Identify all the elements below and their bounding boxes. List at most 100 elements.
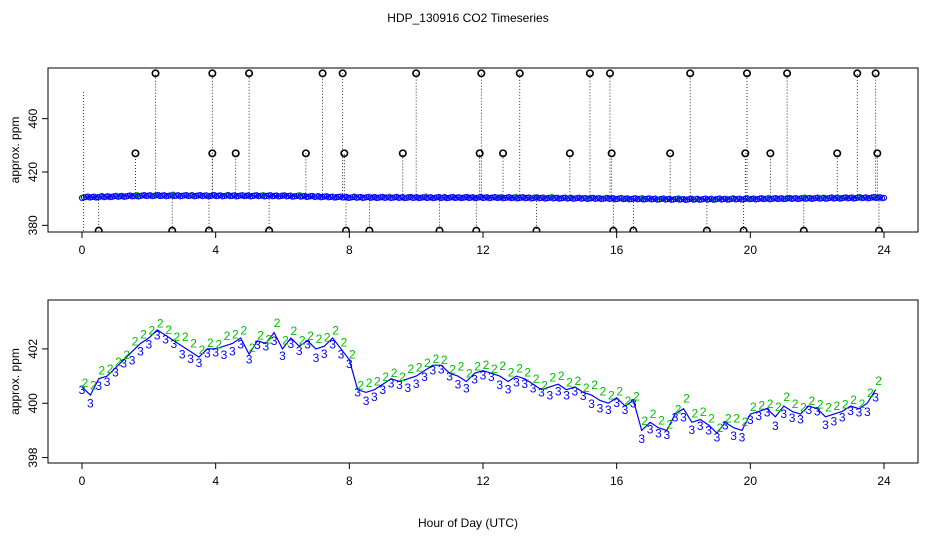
- series-2-marker: 2: [474, 359, 481, 373]
- top-panel: 0 4 8 12 16 20 24 380 420 460 approx. ppm: [8, 67, 919, 257]
- series-3-marker: 3: [379, 383, 386, 397]
- series-3-marker: 3: [546, 388, 553, 402]
- outlier-point: [265, 226, 274, 232]
- series-3-marker: 3: [831, 414, 838, 428]
- series-3-marker: 3: [697, 419, 704, 433]
- series-2-marker: 2: [123, 348, 130, 362]
- y-tick-label: 402: [26, 339, 40, 359]
- series-3-marker: 3: [521, 377, 528, 391]
- series-3-marker: 3: [329, 338, 336, 352]
- outlier-point: [168, 226, 177, 232]
- x-tick-label: 8: [346, 474, 353, 488]
- outlier-point: [629, 226, 638, 232]
- series-2-marker: 2: [541, 379, 548, 393]
- outlier-point: [435, 226, 444, 232]
- series-2-marker: 2: [575, 374, 582, 388]
- x-axis-label: Hour of Day (UTC): [418, 516, 518, 530]
- series-2-marker: 2: [224, 329, 231, 343]
- x-tick-label: 20: [744, 243, 758, 257]
- outlier-point: [609, 226, 618, 232]
- series-3-marker: 3: [187, 352, 194, 366]
- series-2-marker: 2: [182, 330, 189, 344]
- x-tick-label: 16: [610, 474, 624, 488]
- outlier-point: [499, 149, 508, 158]
- series-2-marker: 2: [834, 399, 841, 413]
- outlier-point: [532, 226, 541, 232]
- outlier-point: [515, 69, 524, 78]
- series-2-marker: 2: [98, 364, 105, 378]
- series-2-marker: 2: [683, 392, 690, 406]
- x-tick-label: 16: [610, 243, 624, 257]
- series-2-marker: 2: [524, 365, 531, 379]
- outlier-point: [873, 149, 882, 158]
- outlier-point: [204, 226, 213, 232]
- series-3-marker: 3: [388, 377, 395, 391]
- y-tick-label: 398: [26, 447, 40, 467]
- series-2-marker: 2: [808, 394, 815, 408]
- series-3-marker: 3: [95, 379, 102, 393]
- series-2-marker: 2: [549, 371, 556, 385]
- series-2-marker: 2: [316, 332, 323, 346]
- series-2-marker: 2: [458, 360, 465, 374]
- series-3-marker: 3: [797, 413, 804, 427]
- series-3-marker: 3: [613, 396, 620, 410]
- series-2-marker: 2: [850, 393, 857, 407]
- series-2-marker: 2: [416, 360, 423, 374]
- series-2-marker: 2: [349, 348, 356, 362]
- series-2-marker: 2: [466, 366, 473, 380]
- series-3-marker: 3: [321, 347, 328, 361]
- series-2-marker: 2: [366, 376, 373, 390]
- outlier-point: [208, 149, 217, 158]
- series-2-marker: 2: [282, 334, 289, 348]
- series-2-marker: 2: [875, 374, 882, 388]
- series-3-marker: 3: [805, 403, 812, 417]
- outlier-point: [666, 149, 675, 158]
- series-2-marker: 2: [767, 397, 774, 411]
- series-2-marker: 2: [391, 366, 398, 380]
- outlier-point: [340, 149, 349, 158]
- series-3-marker: 3: [714, 430, 721, 444]
- outlier-point: [766, 149, 775, 158]
- series-3-marker: 3: [463, 382, 470, 396]
- series-3-marker: 3: [288, 337, 295, 351]
- series-2-marker: 2: [750, 400, 757, 414]
- series-3-marker: 3: [496, 378, 503, 392]
- series-3-marker: 3: [572, 385, 579, 399]
- outlier-point: [301, 149, 310, 158]
- outlier-point: [607, 149, 616, 158]
- series-3-marker: 3: [705, 423, 712, 437]
- outlier-point: [341, 226, 350, 232]
- series-3-marker: 3: [271, 334, 278, 348]
- plot-frame: [47, 67, 919, 233]
- series-3-marker: 3: [279, 349, 286, 363]
- outlier-point: [783, 69, 792, 78]
- series-3-marker: 3: [363, 394, 370, 408]
- x-tick-label: 8: [346, 243, 353, 257]
- outlier-point: [472, 226, 481, 232]
- series-3-marker: 3: [446, 369, 453, 383]
- outlier-point: [412, 69, 421, 78]
- series-2-marker: 2: [257, 329, 264, 343]
- series-3-marker: 3: [747, 413, 754, 427]
- outlier-point: [585, 69, 594, 78]
- series-2-marker: 2: [357, 379, 364, 393]
- series-2-marker: 2: [324, 330, 331, 344]
- series-3-marker: 3: [764, 405, 771, 419]
- series-2-marker: 2: [374, 374, 381, 388]
- series-3-marker: 3: [538, 386, 545, 400]
- y-axis-label: approx. ppm: [8, 348, 22, 415]
- series-2-marker: 2: [407, 362, 414, 376]
- series-3-marker: 3: [346, 357, 353, 371]
- outlier-point: [318, 69, 327, 78]
- series-2-marker: 2: [382, 370, 389, 384]
- series-3-marker: 3: [396, 378, 403, 392]
- outlier-point: [874, 226, 883, 232]
- series-2-marker: 2: [115, 355, 122, 369]
- outlier-point: [833, 149, 842, 158]
- series-3-marker: 3: [530, 381, 537, 395]
- series-2-marker: 2: [433, 352, 440, 366]
- series-3-marker: 3: [588, 397, 595, 411]
- series-2-marker: 2: [566, 376, 573, 390]
- series-3-marker: 3: [622, 403, 629, 417]
